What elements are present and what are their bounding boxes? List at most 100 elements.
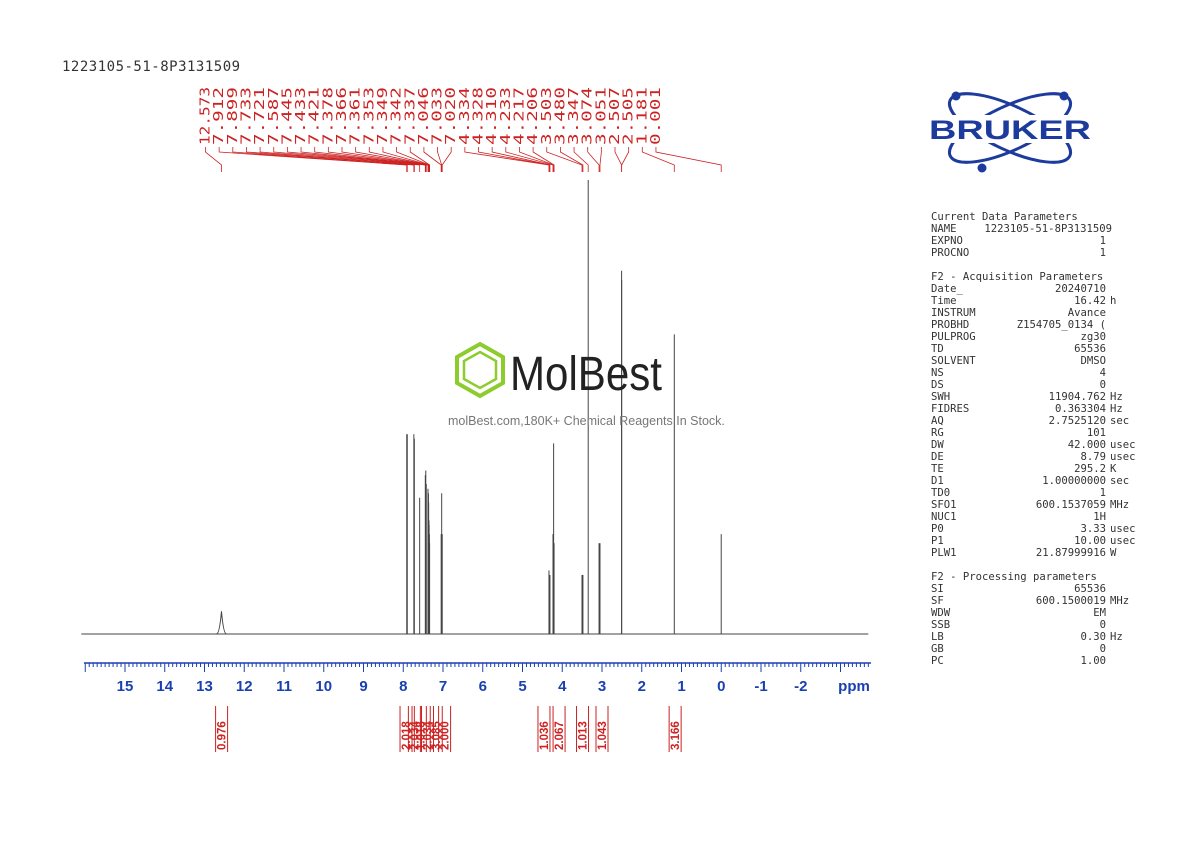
peak-label: 4.328 [472,87,487,145]
parameter-row: WDW EM [931,607,1146,619]
parameter-value: 0 [1099,619,1106,631]
parameter-unit [1106,607,1146,619]
peak-label: 7.349 [376,87,391,145]
parameter-value: 3.33 [1080,523,1106,535]
tick-label: 7 [439,678,447,695]
parameter-unit: usec [1110,439,1136,451]
peak-connector [300,147,427,172]
peak-label: 4.206 [526,87,541,145]
parameter-name: RG [931,427,944,439]
parameter-name: DW [931,439,944,451]
parameter-name: NUC1 [931,511,957,523]
parameter-value: 0.30 [1080,631,1106,643]
peak-label: 7.421 [308,87,323,145]
parameter-section-heading: F2 - Processing parameters [931,571,1097,583]
parameter-value: 1.00 [1080,655,1106,667]
parameter-unit: usec [1110,451,1136,463]
parameter-row: SWH 11904.762 Hz [931,391,1146,403]
parameter-name: AQ [931,415,944,427]
parameter-row: SOLVENT DMSO [931,355,1146,367]
tick-label: 11 [276,678,292,695]
parameter-unit [1106,511,1146,523]
integral-mark: 2.034 [420,706,434,752]
parameter-unit: W [1110,547,1117,559]
peak-label: 7.445 [280,87,295,145]
parameter-name: DE [931,451,944,463]
parameter-unit [1106,355,1146,367]
parameter-value: EM [1093,607,1106,619]
benzene-ring-icon [455,341,505,399]
peak-connector [464,147,550,172]
parameter-name: GB [931,643,944,655]
parameter-row: FIDRES 0.363304 Hz [931,403,1146,415]
peak-connector [621,147,630,172]
parameter-row: PLW1 21.87999916 W [931,547,1146,559]
peak-connector [505,147,554,172]
parameter-section-heading: F2 - Acquisition Parameters [931,271,1104,283]
parameter-unit: Hz [1110,631,1123,643]
tick-label: 10 [315,678,332,695]
parameter-unit: K [1110,463,1117,475]
parameter-name: NS [931,367,944,379]
molbest-brand: MolBest [510,348,662,401]
parameter-unit [1106,367,1146,379]
peak-labels: 12.5737.9127.8997.7337.7217.5877.4457.43… [199,87,664,145]
peak-label: 0.001 [649,87,664,145]
peak-label: 4.310 [485,87,500,145]
peak-connector [573,147,589,172]
watermark-text: molBest.com,180K+ Chemical Reagents In S… [448,414,725,428]
integral-value: 2.034 [422,721,434,750]
parameter-name: TD [931,343,944,355]
integral-value: 3.085 [431,721,443,750]
parameter-unit: sec [1110,475,1130,487]
peak-label: 7.912 [212,87,227,145]
integral-mark: 2.067 [552,706,566,752]
peak-connector [655,147,722,172]
parameter-row: PULPROG zg30 [931,331,1146,343]
tick-label: 2 [638,678,646,695]
integral-value: 1.036 [539,721,551,750]
parameter-unit [1106,643,1146,655]
parameter-unit [1106,283,1146,295]
parameter-name: Time [931,295,957,307]
peak-connector [478,147,550,172]
parameter-value: 1223105-51-8P3131509 [984,223,1112,235]
peak-label: 3.051 [594,87,609,145]
peak-label: 3.347 [567,87,582,145]
parameter-name: PLW1 [931,547,957,559]
sample-title: 1223105-51-8P3131509 [62,59,241,75]
spectrum-peak [216,611,227,635]
parameter-unit [1106,307,1146,319]
parameter-name: SF [931,595,944,607]
parameter-unit: Hz [1110,403,1123,415]
parameter-name: TD0 [931,487,951,499]
parameter-row: SI 65536 [931,583,1146,595]
parameter-value: 65536 [1074,583,1106,595]
peak-label: 7.733 [239,87,254,145]
parameter-value: 101 [1086,427,1106,439]
parameter-name: SFO1 [931,499,957,511]
bruker-logo: BRUKER [928,91,1092,173]
integral-value: 2.067 [554,721,566,750]
parameter-row: SSB 0 [931,619,1146,631]
parameter-unit [1106,235,1146,247]
parameter-row: PROCNO 1 [931,247,1146,259]
peak-connectors [205,147,722,172]
peak-label: 7.378 [321,87,336,145]
parameter-row: PROBHD Z154705_0134 ( [931,319,1146,331]
parameter-value: 11904.762 [1048,391,1106,403]
parameter-unit: Hz [1110,391,1123,403]
integral-value: 3.166 [670,721,682,750]
parameter-unit [1106,343,1146,355]
parameter-value: 1 [1099,487,1106,499]
parameter-value: 295.2 [1074,463,1106,475]
parameter-value: Avance [1067,307,1106,319]
tick-label: 8 [399,678,407,695]
parameter-row: NUC1 1H [931,511,1146,523]
peak-connector [532,147,555,172]
parameter-row: TE 295.2 K [931,463,1146,475]
parameter-name: Date_ [931,283,963,295]
peak-connector [587,147,600,172]
parameter-unit [1112,223,1146,235]
